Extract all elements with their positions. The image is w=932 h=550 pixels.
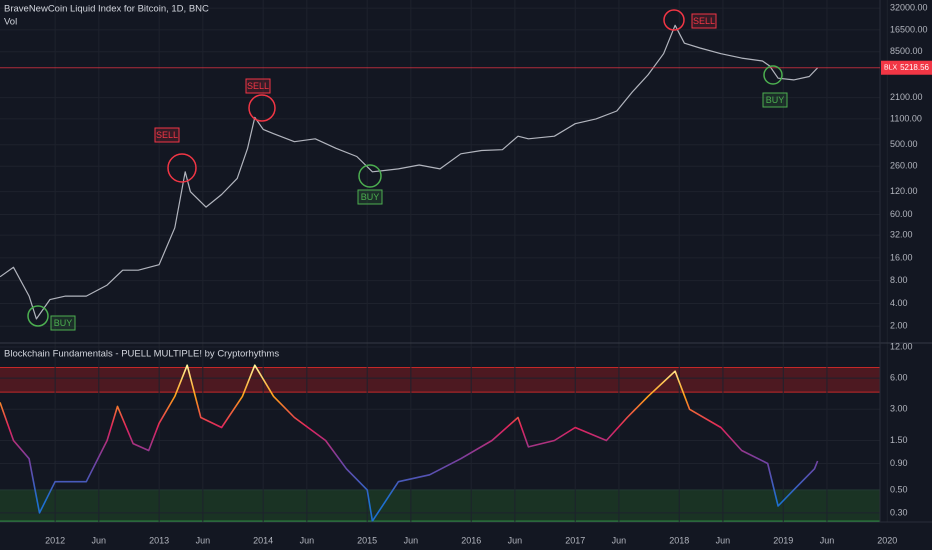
band: [0, 367, 880, 393]
annotation: BUY: [361, 192, 380, 202]
annotation-box: [762, 92, 788, 108]
x-tick-label: 2015: [357, 535, 377, 545]
x-tick-label: 2018: [669, 535, 689, 545]
y-tick-label: 120.00: [890, 186, 918, 196]
x-tick-label: Jun: [92, 535, 107, 545]
x-tick-label: 2019: [773, 535, 793, 545]
y-tick-label: 6.00: [890, 373, 908, 383]
annotation-circle: [358, 164, 382, 188]
y-tick-label: 8.00: [890, 275, 908, 285]
volume-label: Vol: [4, 17, 17, 28]
annotation: BUY: [54, 318, 73, 328]
annotation-box: [357, 189, 383, 205]
y-tick-label: 16500.00: [890, 24, 928, 34]
x-tick-label: 2020: [877, 535, 897, 545]
y-tick-label: 4.00: [890, 298, 908, 308]
y-tick-label: 260.00: [890, 161, 918, 171]
y-tick-label: 1.50: [890, 435, 908, 445]
annotation: SELL: [247, 81, 269, 91]
y-tick-label: 8500.00: [890, 46, 923, 56]
y-tick-label: 32.00: [890, 229, 913, 239]
annotation: BUY: [766, 95, 785, 105]
y-tick-label: 0.50: [890, 484, 908, 494]
y-tick-label: 2100.00: [890, 92, 923, 102]
indicator-title: Blockchain Fundamentals - PUELL MULTIPLE…: [4, 349, 279, 360]
annotation-circle: [167, 153, 197, 183]
x-tick-label: Jun: [612, 535, 627, 545]
x-tick-label: Jun: [508, 535, 523, 545]
x-tick-label: Jun: [300, 535, 315, 545]
y-tick-label: 1100.00: [890, 113, 922, 123]
y-tick-label: 2.00: [890, 321, 908, 331]
annotation: SELL: [156, 130, 178, 140]
y-tick-label: 0.90: [890, 458, 908, 468]
y-tick-label: 60.00: [890, 209, 913, 219]
y-tick-label: 12.00: [890, 341, 913, 351]
y-tick-label: 0.30: [890, 507, 908, 517]
series-line: [0, 24, 819, 320]
y-tick-label: 3.00: [890, 404, 908, 414]
last-price-tag: [881, 60, 932, 75]
x-tick-label: Jun: [820, 535, 835, 545]
chart-title: BraveNewCoin Liquid Index for Bitcoin, 1…: [4, 4, 209, 15]
x-tick-label: 2017: [565, 535, 585, 545]
annotation: SELL: [693, 16, 715, 26]
x-tick-label: Jun: [716, 535, 731, 545]
x-tick-label: 2012: [45, 535, 65, 545]
annotation-circle: [663, 9, 685, 31]
band: [0, 489, 880, 522]
annotation-box: [245, 78, 271, 94]
series-line: [0, 364, 819, 522]
y-tick-label: 32000.00: [890, 3, 928, 13]
y-tick-label: 16.00: [890, 252, 913, 262]
x-tick-label: 2016: [461, 535, 481, 545]
x-tick-label: Jun: [196, 535, 211, 545]
annotation-circle: [27, 305, 49, 327]
x-tick-label: Jun: [404, 535, 419, 545]
last-price-symbol: BLX: [884, 65, 898, 72]
y-tick-label: 500.00: [890, 139, 918, 149]
annotation-circle: [248, 94, 276, 122]
annotation-box: [50, 315, 76, 331]
annotation-box: [691, 13, 717, 29]
annotation-circle: [763, 65, 783, 85]
x-tick-label: 2013: [149, 535, 169, 545]
last-price-value: 5218.56: [900, 63, 929, 72]
annotation-box: [154, 127, 180, 143]
x-tick-label: 2014: [253, 535, 273, 545]
